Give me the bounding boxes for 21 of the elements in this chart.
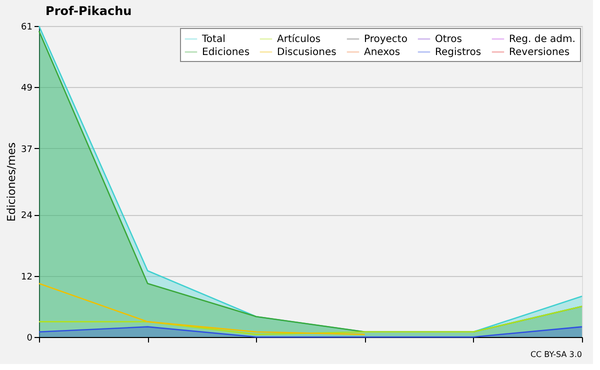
legend-label: Registros [435,47,482,58]
legend-label: Artículos [277,34,321,45]
legend-label: Total [201,34,226,45]
line-series [38,282,366,336]
legend-label: Proyecto [364,34,408,45]
legend-label: Anexos [364,47,400,58]
y-tick-label: 12 [21,272,32,282]
chart-title: Prof-Pikachu [46,4,132,18]
line-series [38,306,583,336]
y-axis-title: Ediciones/mes [5,142,18,222]
legend-label: Reg. de adm. [509,34,576,45]
text: CC BY-SA 3.0 [530,350,582,359]
y-tick-label: 61 [21,22,32,32]
legend-label: Ediciones [202,47,250,58]
legend-label: Discusiones [277,47,336,58]
legend-label: Reversiones [509,47,570,58]
y-tick-label: 37 [21,144,32,155]
y-tick-label: 24 [21,211,33,222]
legend-label: Otros [435,34,462,45]
y-tick-label: 0 [26,334,33,344]
y-tick-label: 49 [21,84,33,94]
